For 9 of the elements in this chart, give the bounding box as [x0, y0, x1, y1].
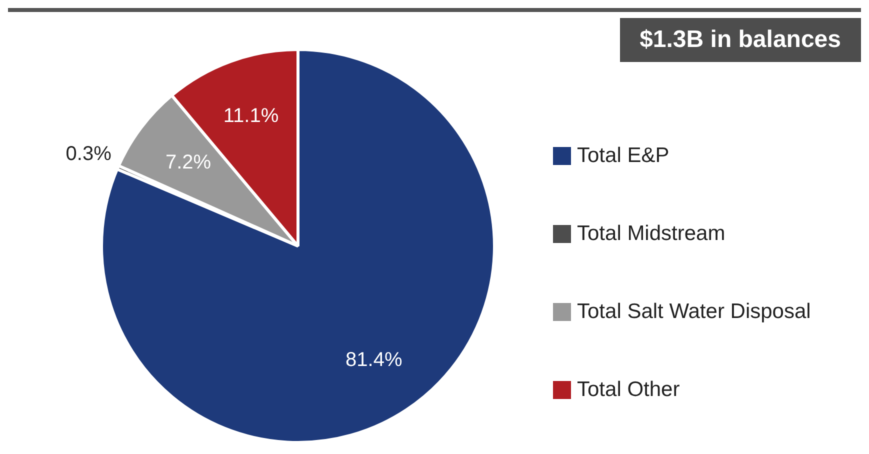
data-label: 7.2%	[165, 152, 212, 174]
chart-title: $1.3B in balances	[620, 18, 861, 62]
data-label: 81.4%	[346, 349, 402, 372]
legend-label: Total Midstream	[577, 222, 726, 246]
legend-label: Total E&P	[577, 144, 670, 168]
data-label: 11.1%	[223, 105, 279, 128]
data-label: 0.3%	[66, 143, 112, 166]
legend-label: Total Salt Water Disposal	[577, 300, 811, 324]
legend-label: Total Other	[577, 378, 680, 402]
